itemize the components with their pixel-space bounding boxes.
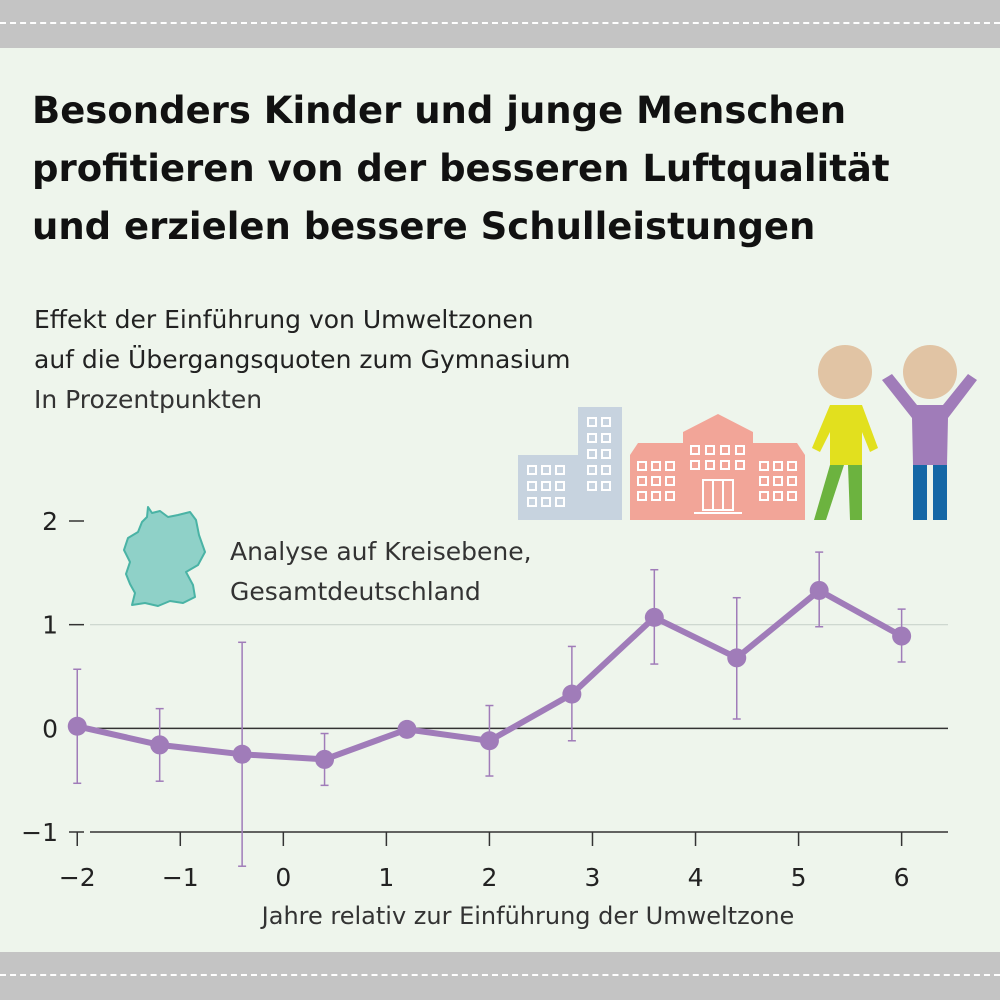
chart-subtitle: auf die Übergangsquoten zum Gymnasium [34,345,571,374]
chart-subtitle-block: Effekt der Einführung von Umweltzonen au… [34,300,570,420]
x-tick-label: 4 [688,863,704,892]
x-tick-label: 0 [275,863,291,892]
error-bars [73,551,906,867]
x-tick-label: −1 [162,863,199,892]
y-tick-label: 1 [42,611,58,640]
data-point [315,749,335,769]
chart-title: Effekt der Einführung von Umweltzonen [34,305,534,334]
data-point [479,731,499,751]
annotation-line-2: Gesamtdeutschland [230,577,481,606]
y-tick-label: 0 [42,714,58,743]
data-point [727,648,747,668]
data-point [67,716,87,736]
x-tick-label: 1 [378,863,394,892]
x-axis-label: Jahre relativ zur Einführung der Umweltz… [260,902,795,930]
data-point [150,735,170,755]
chart-unit: In Prozentpunkten [34,385,263,414]
grid-lines [90,624,948,833]
city-buildings-icon [518,407,622,520]
headline: Besonders Kinder und junge Menschen prof… [32,89,890,248]
children-icon [812,345,977,520]
top-dashed-band [0,0,1000,48]
x-tick-label: 2 [481,863,497,892]
y-tick-label: 2 [42,507,58,536]
y-tick-label: −1 [21,818,58,847]
school-building-icon [630,414,805,520]
germany-map-icon [123,506,206,607]
x-tick-label: 3 [585,863,601,892]
x-tick-label: 6 [894,863,910,892]
x-tick-label: 5 [791,863,807,892]
data-point [809,580,829,600]
data-point [892,626,912,646]
data-point [562,684,582,704]
data-point [232,744,252,764]
bottom-dashed-band [0,952,1000,1000]
data-series [67,580,912,769]
x-tick-label: −2 [59,863,96,892]
annotation-line-1: Analyse auf Kreisebene, [230,537,532,566]
data-point [644,607,664,627]
data-point [397,719,417,739]
